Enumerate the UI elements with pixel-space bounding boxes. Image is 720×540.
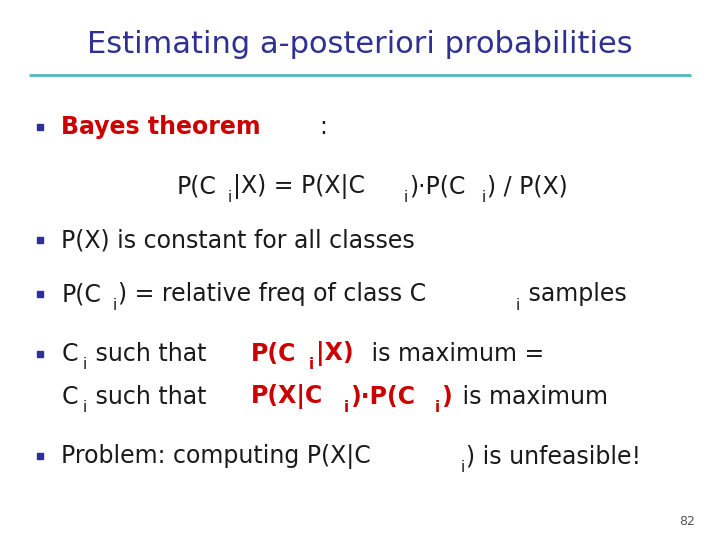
Text: C: C (61, 385, 78, 409)
Text: i: i (112, 298, 117, 313)
Text: i: i (83, 357, 86, 372)
Text: )·P(C: )·P(C (409, 174, 466, 198)
Text: P(C: P(C (61, 282, 101, 306)
Text: i: i (228, 190, 232, 205)
Text: |X) = P(X|C: |X) = P(X|C (233, 174, 365, 199)
Text: ) is unfeasible!: ) is unfeasible! (467, 444, 642, 468)
Text: |X): |X) (315, 341, 354, 366)
Text: i: i (482, 190, 486, 205)
Text: C: C (61, 342, 78, 366)
Text: Problem: computing P(X|C: Problem: computing P(X|C (61, 444, 371, 469)
Text: P(X|C: P(X|C (251, 384, 323, 409)
Text: i: i (343, 400, 349, 415)
Text: samples: samples (521, 282, 627, 306)
Text: i: i (309, 357, 314, 372)
Text: ) / P(X): ) / P(X) (487, 174, 568, 198)
Text: 82: 82 (679, 515, 695, 528)
Text: i: i (461, 460, 465, 475)
Text: P(X) is constant for all classes: P(X) is constant for all classes (61, 228, 415, 252)
Text: :: : (319, 115, 327, 139)
Text: i: i (404, 190, 408, 205)
Text: is maximum =: is maximum = (364, 342, 544, 366)
Text: such that: such that (88, 342, 214, 366)
Text: such that: such that (88, 385, 214, 409)
Text: i: i (434, 400, 439, 415)
Text: Bayes theorem: Bayes theorem (61, 115, 261, 139)
Text: i: i (83, 400, 86, 415)
Text: P(C: P(C (176, 174, 216, 198)
Text: ): ) (441, 385, 451, 409)
Text: ) = relative freq of class C: ) = relative freq of class C (118, 282, 426, 306)
Text: is maximum: is maximum (455, 385, 608, 409)
Text: i: i (516, 298, 520, 313)
Text: Estimating a-posteriori probabilities: Estimating a-posteriori probabilities (87, 30, 633, 59)
Text: P(C: P(C (251, 342, 296, 366)
Text: )·P(C: )·P(C (351, 385, 415, 409)
